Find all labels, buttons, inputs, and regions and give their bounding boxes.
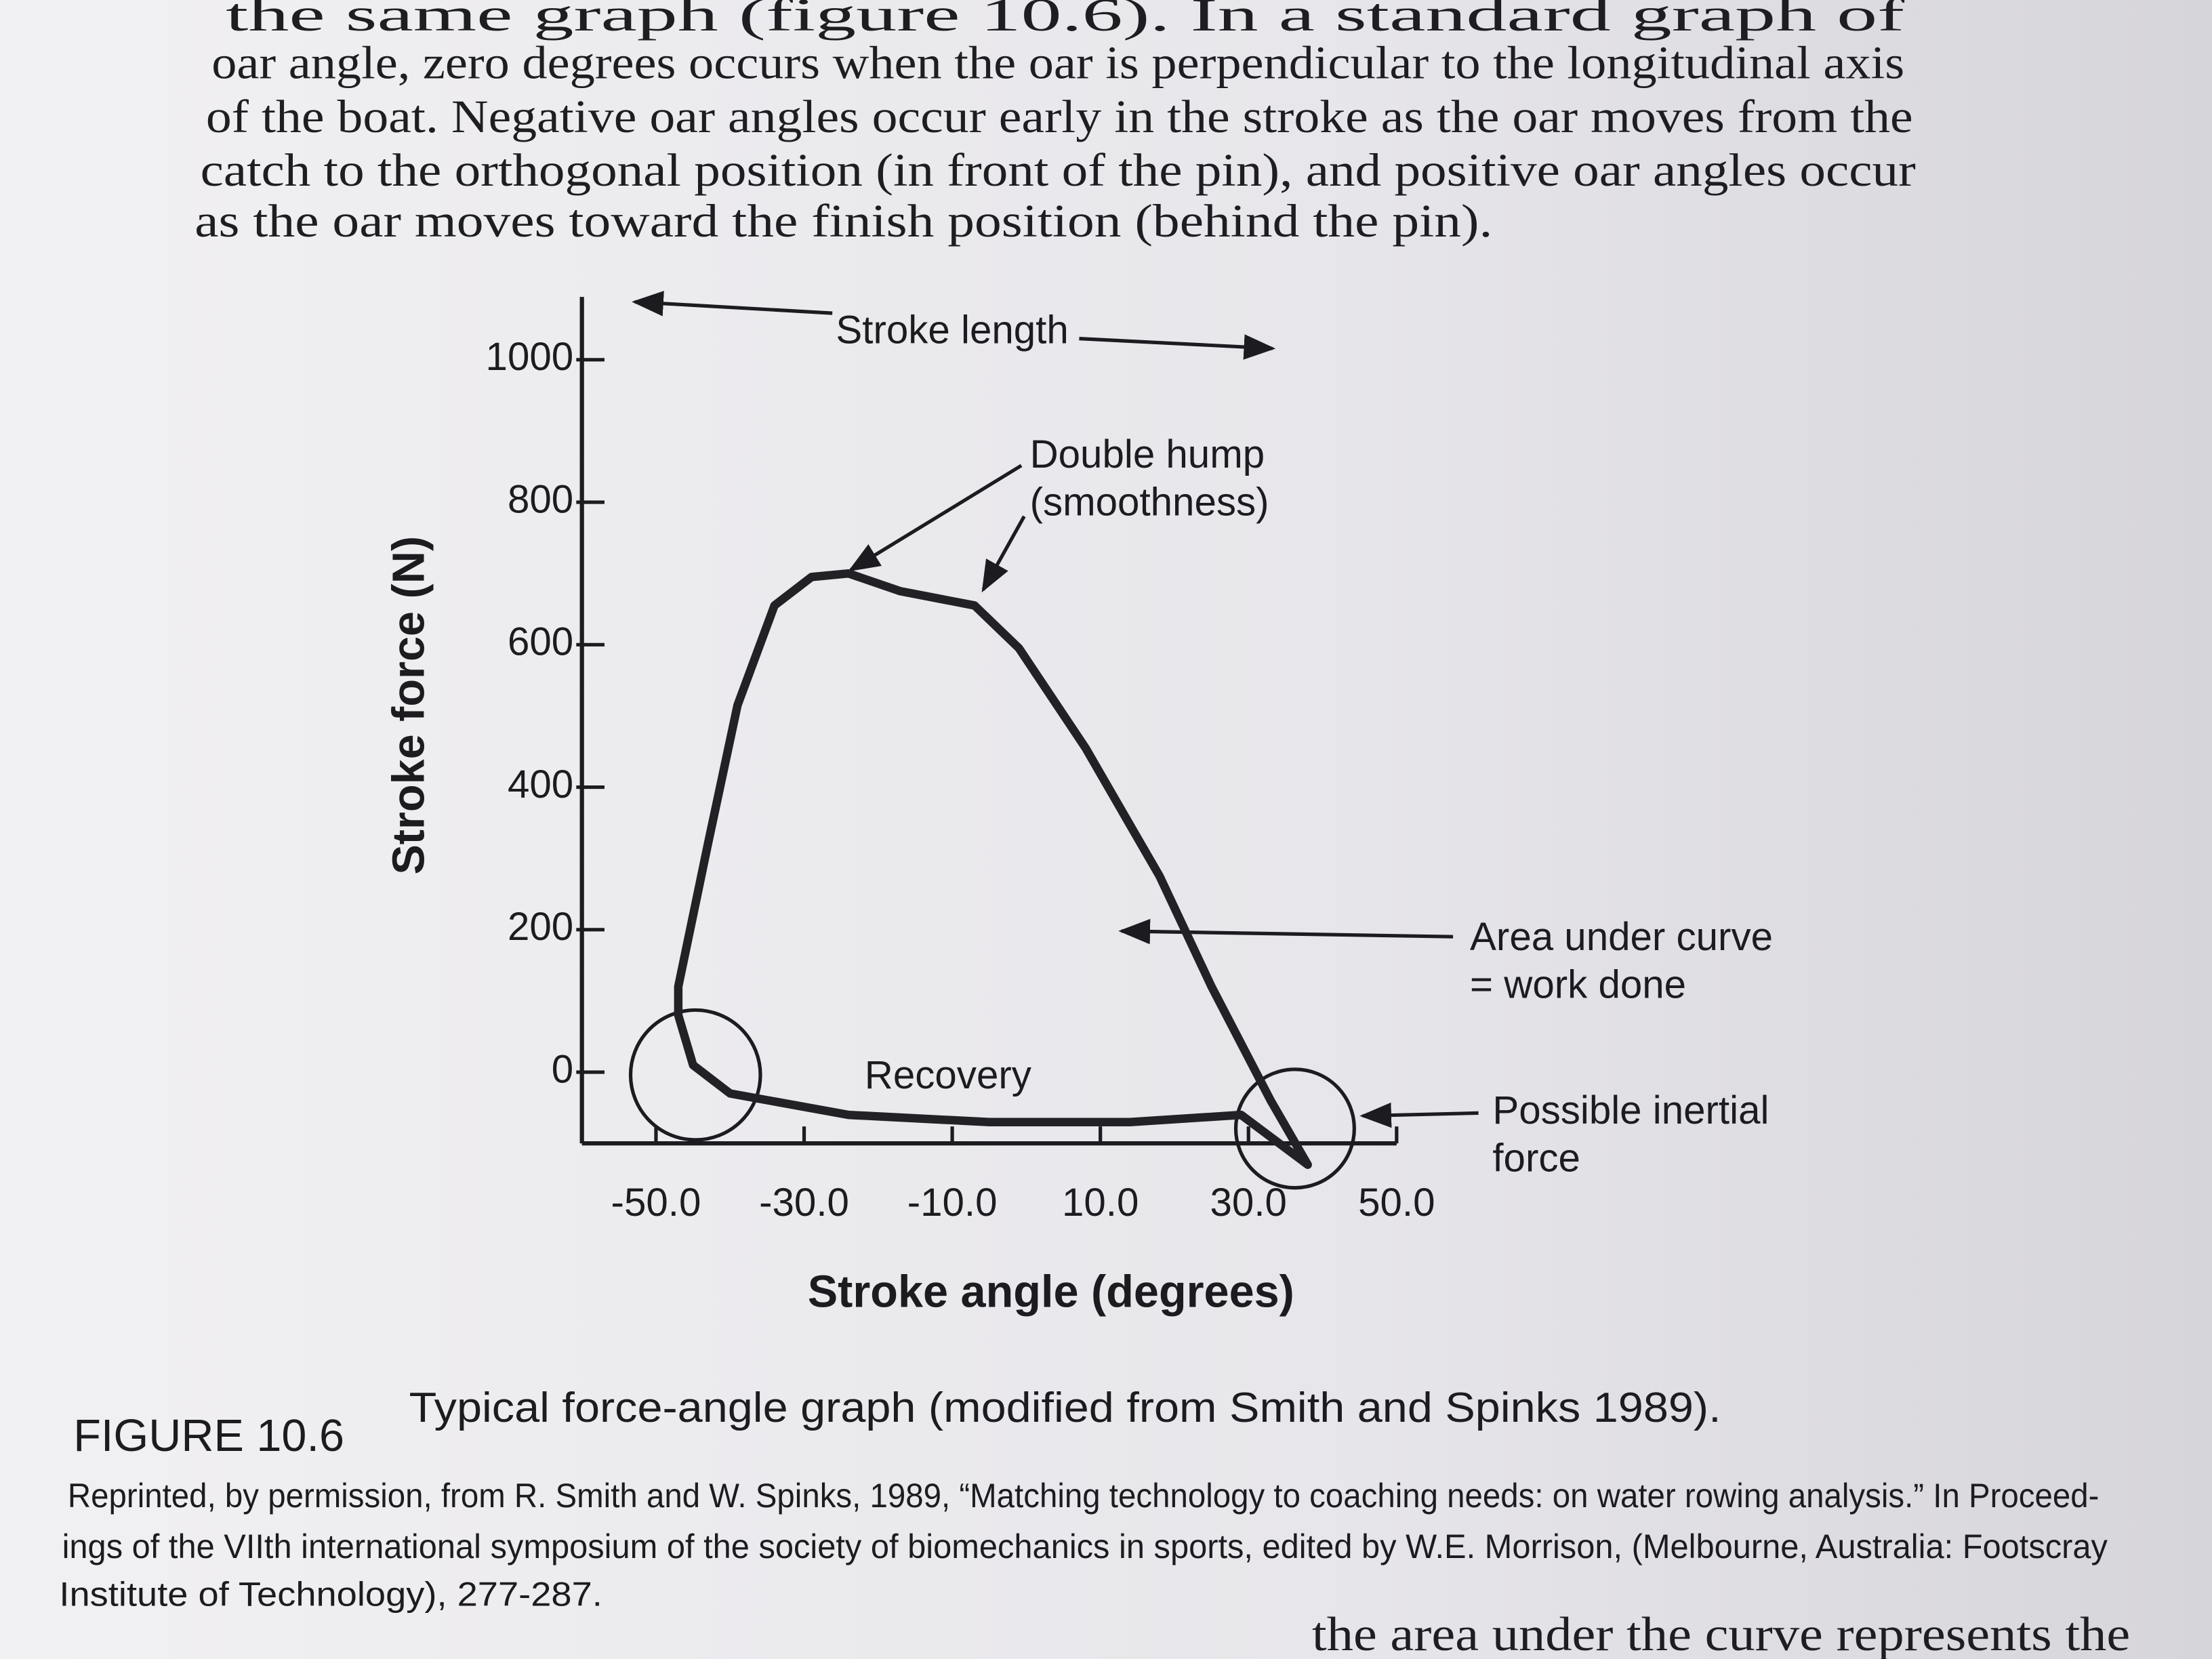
y-axis-title: Stroke force (N) (384, 536, 434, 875)
credit-line: ings of the VIIth international symposiu… (62, 1528, 2108, 1565)
figure-label: FIGURE 10.6 (73, 1411, 344, 1461)
x-tick-label: 30.0 (1210, 1181, 1287, 1225)
annotation: Stroke length (836, 308, 1068, 352)
annotation: = work done (1470, 963, 1686, 1007)
x-tick-label: 50.0 (1358, 1181, 1435, 1225)
y-tick-label: 1000 (486, 335, 574, 379)
arrow (632, 291, 833, 316)
x-tick-label: -50.0 (611, 1181, 701, 1225)
arrow (848, 464, 1023, 572)
annotation: Possible inertial (1492, 1088, 1769, 1132)
annotation: Area under curve (1470, 915, 1773, 959)
figure-caption: Typical force-angle graph (modified from… (409, 1384, 1721, 1431)
x-tick-label: 10.0 (1062, 1181, 1139, 1225)
force-curve (674, 569, 1312, 1169)
annotation: Double hump (1030, 432, 1265, 476)
highlight-circle (628, 1008, 762, 1142)
paragraph-line: oar angle, zero degrees occurs when the … (211, 37, 1904, 89)
highlight-circle (1233, 1067, 1356, 1190)
credit-line: Institute of Technology), 277-287. (59, 1576, 602, 1614)
arrow (1079, 334, 1276, 360)
arrow (981, 515, 1026, 593)
arrow (1359, 1102, 1479, 1128)
x-tick-label: -10.0 (907, 1181, 998, 1225)
credit-line: Reprinted, by permission, from R. Smith … (68, 1477, 2100, 1515)
y-tick-label: 400 (508, 762, 573, 806)
paragraph-line: of the boat. Negative oar angles occur e… (206, 91, 1913, 142)
annotation: Recovery (865, 1053, 1032, 1097)
paragraph-line: catch to the orthogonal position (in fro… (201, 144, 1916, 196)
paragraph-line: as the oar moves toward the finish posit… (194, 195, 1492, 247)
chart: 0 200 400 600 800 1000 -50.0 -30.0 -10.0 10.0 30.0… (384, 291, 1773, 1317)
arrow (1118, 918, 1454, 945)
y-tick-label: 600 (508, 620, 573, 664)
y-tick-label: 800 (508, 477, 573, 521)
x-axis-title: Stroke angle (degrees) (808, 1267, 1294, 1317)
paragraph-line: the same graph (figure 10.6). In a stand… (226, 0, 1904, 41)
annotation: (smoothness) (1030, 480, 1269, 525)
annotation: force (1492, 1136, 1580, 1181)
y-tick-label: 200 (508, 905, 573, 949)
footer-text: the area under the curve represents the (1312, 1608, 2130, 1659)
y-tick-label: 0 (552, 1047, 573, 1091)
x-tick-label: -30.0 (759, 1181, 849, 1225)
